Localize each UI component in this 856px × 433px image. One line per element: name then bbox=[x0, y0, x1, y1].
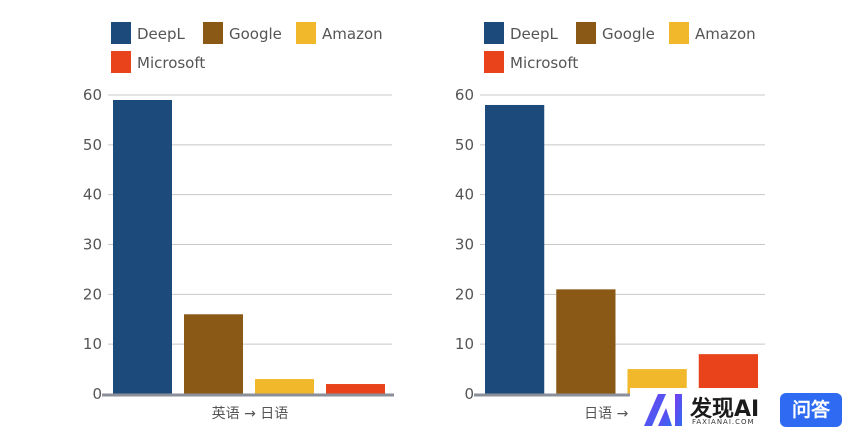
chart-2: DeepL Google AmazonMicrosoft0102030405060日… bbox=[455, 22, 767, 422]
bar-google bbox=[184, 314, 243, 394]
y-tick-label: 50 bbox=[83, 136, 102, 154]
legend-swatch bbox=[111, 51, 131, 73]
y-tick-label: 20 bbox=[83, 285, 102, 303]
x-axis-label: 英语 → 日语 bbox=[212, 405, 289, 422]
y-tick-label: 50 bbox=[455, 136, 474, 154]
legend-swatch bbox=[296, 22, 316, 44]
ai-logo-icon bbox=[644, 394, 682, 426]
chart-1-legend: DeepL Google Amazon Microsoft bbox=[111, 22, 383, 73]
legend-swatch bbox=[484, 51, 504, 73]
y-tick-label: 30 bbox=[83, 236, 102, 254]
watermark-subtitle: FAXIANAI.COM bbox=[692, 418, 755, 426]
y-tick-label: 60 bbox=[83, 86, 102, 104]
bar-google bbox=[556, 289, 616, 394]
bar-microsoft bbox=[698, 354, 758, 394]
legend-label: DeepL bbox=[137, 25, 186, 43]
legend-swatch bbox=[203, 22, 223, 44]
chart-2-y-axis: 0 10 20 30 40 50 60 bbox=[455, 86, 765, 403]
bar-amazon bbox=[255, 379, 314, 394]
legend-label: Microsoft bbox=[137, 54, 205, 72]
legend-label: Amazon bbox=[695, 25, 756, 43]
y-tick-label: 20 bbox=[455, 285, 474, 303]
chart-1: DeepL Google Amazon Microsoft 0 10 20 30 40 50 60 英… bbox=[83, 22, 394, 422]
legend-item-google: Google bbox=[203, 22, 282, 44]
chart-2-bars bbox=[485, 104, 758, 394]
y-tick-label: 10 bbox=[455, 335, 474, 353]
chart-1-bars bbox=[113, 99, 385, 394]
legend-item-deepl: DeepL bbox=[111, 22, 186, 44]
legend-item-microsoft: Microsoft bbox=[111, 51, 205, 73]
y-tick-label: 0 bbox=[464, 385, 474, 403]
y-tick-label: 10 bbox=[83, 335, 102, 353]
legend-label: Amazon bbox=[322, 25, 383, 43]
legend-label: Google bbox=[229, 25, 282, 43]
legend-swatch bbox=[484, 22, 504, 44]
legend-item-google: Google bbox=[576, 22, 655, 44]
legend-item-microsoft: Microsoft bbox=[484, 51, 578, 73]
bar-deepl bbox=[113, 99, 172, 394]
y-tick-label: 60 bbox=[455, 86, 474, 104]
legend-label: Google bbox=[602, 25, 655, 43]
watermark-qa-badge: 问答 bbox=[780, 393, 842, 427]
legend-item-amazon: Amazon bbox=[296, 22, 383, 44]
chart-2-legend: DeepL Google Amazon Microsoft bbox=[484, 22, 756, 73]
bar-deepl bbox=[485, 104, 545, 394]
y-tick-label: 30 bbox=[455, 236, 474, 254]
legend-label: DeepL bbox=[510, 25, 559, 43]
legend-swatch bbox=[669, 22, 689, 44]
legend-item-deepl: DeepL bbox=[484, 22, 559, 44]
legend-item-amazon: Amazon bbox=[669, 22, 756, 44]
y-tick-label: 40 bbox=[455, 186, 474, 204]
y-tick-label: 40 bbox=[83, 186, 102, 204]
legend-swatch bbox=[111, 22, 131, 44]
legend-swatch bbox=[576, 22, 596, 44]
legend-label: Microsoft bbox=[510, 54, 578, 72]
y-tick-label: 0 bbox=[92, 385, 102, 403]
bar-microsoft bbox=[326, 384, 385, 394]
watermark: 发现AI FAXIANAI.COM 问答 bbox=[630, 388, 856, 433]
watermark-brand: 发现AI bbox=[690, 397, 760, 422]
